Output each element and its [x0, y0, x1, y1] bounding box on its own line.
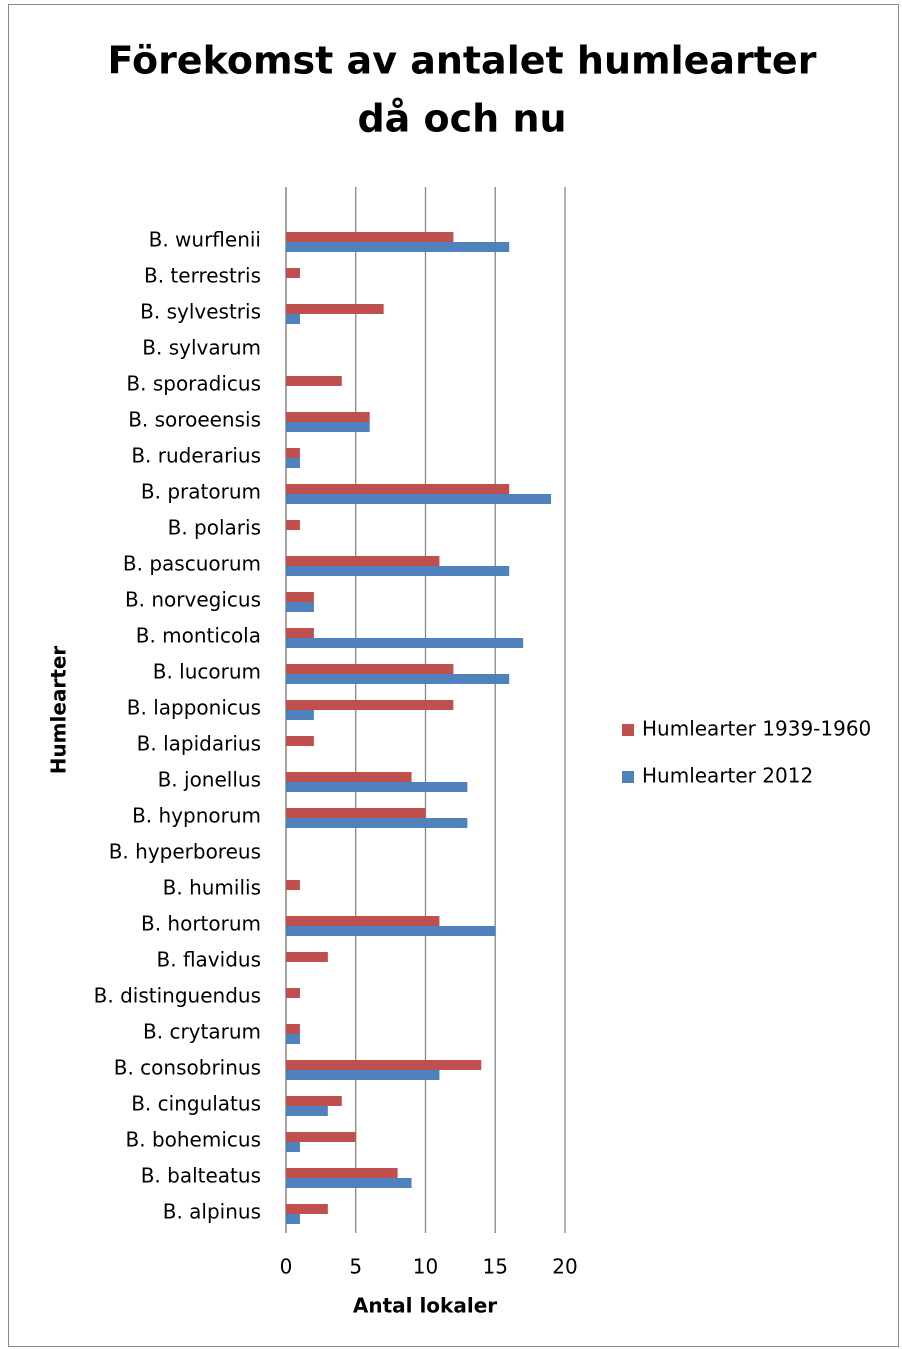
y-tick-label: B. hyperboreus [109, 840, 261, 864]
y-tick-label: B. lucorum [153, 660, 261, 684]
bar [286, 520, 300, 530]
chart-title: då och nu [357, 97, 566, 141]
bar [286, 808, 426, 818]
bar [286, 422, 370, 432]
bar [286, 926, 496, 936]
y-tick-label: B. polaris [168, 516, 261, 540]
x-tick-label: 0 [280, 1255, 293, 1279]
bar [286, 880, 300, 890]
legend-swatch [622, 724, 634, 736]
bar [286, 782, 468, 792]
y-tick-label: B. hortorum [141, 912, 261, 936]
y-tick-label: B. alpinus [163, 1200, 261, 1224]
y-tick-label: B. terrestris [144, 264, 261, 288]
bar [286, 710, 314, 720]
bar [286, 916, 440, 926]
bar [286, 1096, 342, 1106]
bar [286, 556, 440, 566]
bar [286, 1060, 482, 1070]
bar [286, 602, 314, 612]
y-tick-label: B. sylvestris [140, 300, 261, 324]
bar [286, 664, 454, 674]
bar [286, 1204, 328, 1214]
bar [286, 628, 314, 638]
legend-label: Humlearter 1939-1960 [642, 717, 871, 741]
y-tick-label: B. lapidarius [137, 732, 261, 756]
y-tick-label: B. ruderarius [131, 444, 261, 468]
y-tick-label: B. humilis [163, 876, 261, 900]
x-tick-label: 15 [483, 1255, 508, 1279]
bar [286, 638, 524, 648]
bar [286, 592, 314, 602]
bar [286, 1142, 300, 1152]
bar [286, 1132, 356, 1142]
y-tick-label: B. balteatus [141, 1164, 261, 1188]
bar [286, 242, 510, 252]
bar [286, 1070, 440, 1080]
bar [286, 412, 370, 422]
y-axis-title: Humlearter [47, 646, 71, 775]
y-tick-label: B. sylvarum [142, 336, 261, 360]
y-tick-label: B. bohemicus [126, 1128, 261, 1152]
y-tick-label: B. pratorum [141, 480, 261, 504]
x-tick-label: 20 [552, 1255, 577, 1279]
bar [286, 484, 510, 494]
x-tick-label: 5 [349, 1255, 362, 1279]
chart-title: Förekomst av antalet humlearter [108, 39, 817, 83]
x-axis-title: Antal lokaler [353, 1294, 497, 1318]
bar [286, 988, 300, 998]
y-tick-label: B. crytarum [143, 1020, 261, 1044]
y-tick-label: B. hypnorum [132, 804, 261, 828]
y-tick-label: B. monticola [136, 624, 261, 648]
bar [286, 448, 300, 458]
y-tick-label: B. pascuorum [123, 552, 261, 576]
bar [286, 818, 468, 828]
bar [286, 314, 300, 324]
bar [286, 494, 552, 504]
legend-label: Humlearter 2012 [642, 764, 813, 788]
y-tick-label: B. consobrinus [114, 1056, 261, 1080]
bar [286, 772, 412, 782]
bar [286, 268, 300, 278]
y-tick-label: B. lapponicus [127, 696, 261, 720]
bar [286, 674, 510, 684]
y-tick-label: B. flavidus [157, 948, 261, 972]
bar [286, 566, 510, 576]
bar [286, 700, 454, 710]
x-tick-label: 10 [413, 1255, 438, 1279]
bar [286, 1168, 398, 1178]
bar [286, 952, 328, 962]
y-tick-label: B. distinguendus [94, 984, 261, 1008]
y-tick-label: B. jonellus [158, 768, 261, 792]
y-tick-label: B. wurflenii [149, 228, 261, 252]
y-tick-label: B. cingulatus [131, 1092, 261, 1116]
bar [286, 304, 384, 314]
bar [286, 376, 342, 386]
bar [286, 1106, 328, 1116]
bar [286, 1214, 300, 1224]
bar [286, 736, 314, 746]
bar [286, 458, 300, 468]
bar [286, 232, 454, 242]
y-tick-label: B. sporadicus [126, 372, 261, 396]
y-tick-label: B. norvegicus [125, 588, 261, 612]
bar [286, 1024, 300, 1034]
legend-swatch [622, 771, 634, 783]
bar [286, 1034, 300, 1044]
y-tick-label: B. soroeensis [128, 408, 261, 432]
bar [286, 1178, 412, 1188]
